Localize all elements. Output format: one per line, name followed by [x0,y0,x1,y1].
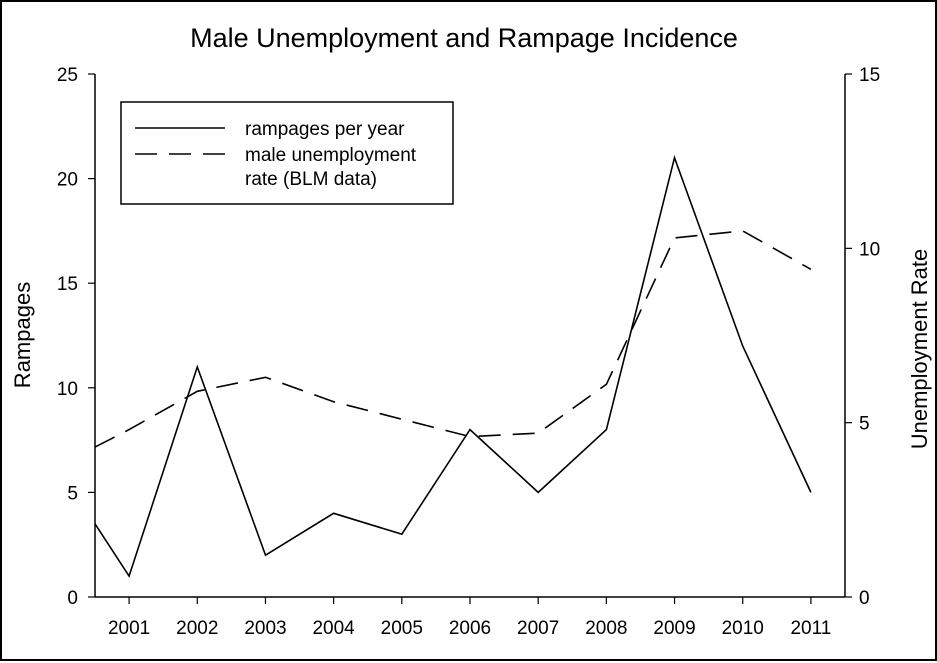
left-tick-label: 25 [57,65,78,86]
left-tick-label: 15 [57,274,78,295]
x-axis-ticks: 2001 2002 2003 2004 2005 2006 2007 2008 2009 2010… [108,597,831,639]
series-line-rampages [94,154,812,578]
right-tick-label: 5 [859,414,870,435]
right-axis-ticks: 0 5 10 15 [845,65,880,609]
legend-entry-unemployment-line1: male unemployment [245,145,417,166]
right-tick-label: 0 [859,588,870,609]
x-tick-label: 2007 [517,618,559,639]
legend-entry-unemployment-line2: rate (BLM data) [245,169,377,190]
x-tick-label: 2008 [585,618,627,639]
left-tick-label: 0 [67,588,78,609]
x-tick-label: 2001 [108,618,150,639]
legend: rampages per year male unemployment rate… [120,101,454,205]
x-tick-label: 2009 [653,618,695,639]
right-axis-label: Unemployment Rate [907,249,932,450]
x-tick-label: 2003 [244,618,286,639]
right-tick-label: 10 [859,239,880,260]
left-tick-label: 5 [67,483,78,504]
x-tick-label: 2011 [790,618,831,639]
x-tick-label: 2004 [312,618,355,639]
x-tick-label: 2002 [176,618,218,639]
series-layer [94,154,812,578]
left-axis-label: Rampages [10,282,35,388]
x-tick-label: 2005 [381,618,423,639]
left-tick-label: 20 [57,170,78,191]
left-tick-label: 10 [57,379,78,400]
x-tick-label: 2010 [722,618,764,639]
left-axis-ticks: 0 5 10 15 20 25 [57,65,95,609]
chart-title: Male Unemployment and Rampage Incidence [190,23,738,53]
x-tick-label: 2006 [449,618,491,639]
series-line-unemployment [94,230,812,448]
legend-entry-rampages: rampages per year [245,119,405,140]
legend-box [120,101,454,205]
right-tick-label: 15 [859,65,880,86]
